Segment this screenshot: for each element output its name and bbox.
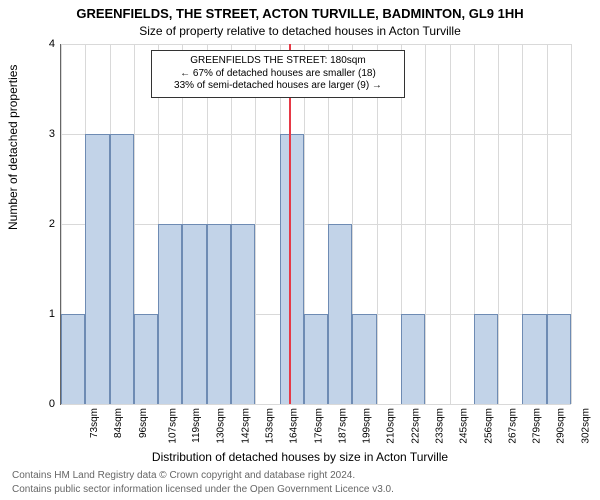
x-tick: 222sqm — [410, 408, 421, 444]
bar — [280, 134, 304, 404]
x-tick: 176sqm — [313, 408, 324, 444]
plot-area: GREENFIELDS THE STREET: 180sqm ← 67% of … — [60, 44, 571, 405]
bar — [231, 224, 255, 404]
bar — [134, 314, 158, 404]
y-tick: 4 — [49, 38, 55, 50]
bar — [85, 134, 109, 404]
bar — [522, 314, 546, 404]
callout-line: ← 67% of detached houses are smaller (18… — [158, 68, 398, 81]
x-tick: 199sqm — [362, 408, 373, 444]
x-tick: 164sqm — [289, 408, 300, 444]
x-tick: 142sqm — [240, 408, 251, 444]
y-tick: 2 — [49, 218, 55, 230]
attribution-1: Contains HM Land Registry data © Crown c… — [12, 470, 600, 481]
x-tick: 279sqm — [532, 408, 543, 444]
x-tick: 187sqm — [337, 408, 348, 444]
bar — [474, 314, 498, 404]
reference-line — [289, 44, 291, 404]
x-tick: 73sqm — [89, 408, 100, 438]
x-tick: 107sqm — [167, 408, 178, 444]
y-tick: 0 — [49, 398, 55, 410]
x-tick: 267sqm — [507, 408, 518, 444]
bar — [110, 134, 134, 404]
x-tick: 256sqm — [483, 408, 494, 444]
y-tick: 3 — [49, 128, 55, 140]
bar — [158, 224, 182, 404]
bar — [401, 314, 425, 404]
bar — [207, 224, 231, 404]
x-tick: 130sqm — [216, 408, 227, 444]
bar — [61, 314, 85, 404]
callout-box: GREENFIELDS THE STREET: 180sqm ← 67% of … — [151, 50, 405, 98]
x-tick: 233sqm — [435, 408, 446, 444]
x-tick: 153sqm — [265, 408, 276, 444]
supertitle: GREENFIELDS, THE STREET, ACTON TURVILLE,… — [0, 6, 600, 21]
x-tick: 290sqm — [556, 408, 567, 444]
attribution-2: Contains public sector information licen… — [12, 484, 600, 495]
bar — [328, 224, 352, 404]
bar — [304, 314, 328, 404]
x-tick: 119sqm — [191, 408, 202, 443]
bar — [352, 314, 376, 404]
x-tick: 96sqm — [138, 408, 149, 438]
title: Size of property relative to detached ho… — [0, 24, 600, 38]
callout-line: 33% of semi-detached houses are larger (… — [158, 80, 398, 93]
x-tick: 210sqm — [386, 408, 397, 444]
y-tick: 1 — [49, 308, 55, 320]
y-axis-label: Number of detached properties — [6, 65, 20, 230]
bars — [61, 44, 571, 404]
figure: { "titles": { "line1": "GREENFIELDS, THE… — [0, 0, 600, 500]
callout-line: GREENFIELDS THE STREET: 180sqm — [158, 55, 398, 68]
x-tick: 245sqm — [459, 408, 470, 444]
x-tick: 84sqm — [113, 408, 124, 438]
x-axis-label: Distribution of detached houses by size … — [0, 450, 600, 464]
bar — [182, 224, 206, 404]
bar — [547, 314, 571, 404]
x-tick: 302sqm — [580, 408, 591, 444]
